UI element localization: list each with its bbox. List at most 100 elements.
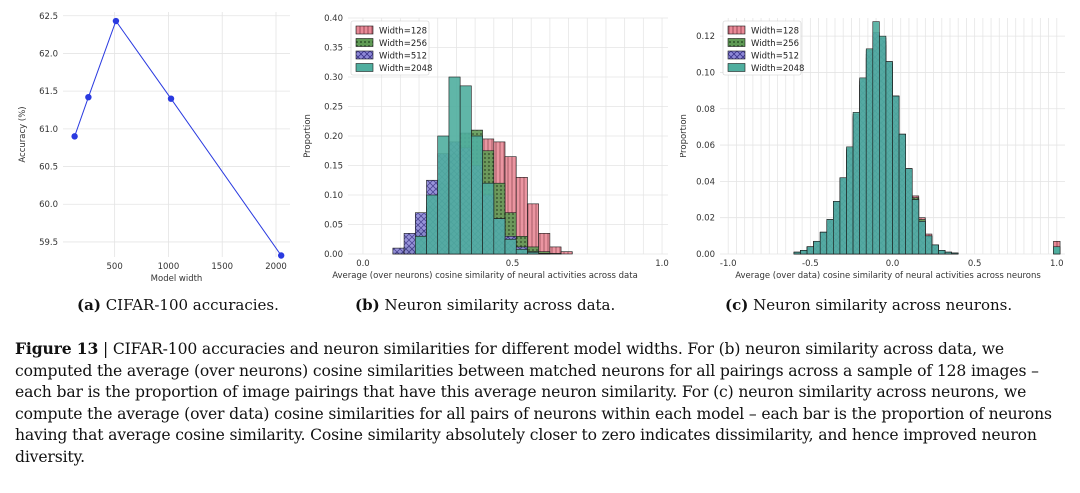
legend: Width=128 Width=256 Width=512 Width=2048: [722, 20, 804, 76]
legend-swatch: [727, 63, 746, 72]
plot-area: [63, 12, 290, 257]
y-tick-label: 0.30: [324, 73, 343, 83]
bar-width-2048: [865, 48, 874, 255]
legend-swatch: [355, 38, 374, 47]
subcaption-c-text: Neuron similarity across neurons.: [753, 296, 1013, 314]
legend-label: Width=256: [751, 39, 799, 49]
x-axis-label: Average (over data) cosine similarity of…: [735, 271, 1041, 281]
y-tick-label: 0.04: [696, 177, 715, 187]
bar-width-2048: [515, 248, 528, 255]
y-tick-label: 0.00: [696, 250, 715, 260]
bar-width-2048: [872, 21, 880, 255]
legend-box: [722, 20, 802, 76]
bar-width-2048: [414, 236, 427, 255]
bar-width-2048: [471, 135, 483, 255]
y-tick-label: 0.05: [324, 221, 343, 231]
similarity-across-data-histogram: 0.00 0.05 0.10 0.15 0.20 0.25 0.30 0.35 0.40 0.0 0…: [295, 0, 680, 290]
accuracy-line-chart: 59.5 60.0 60.5 61.0 61.5 62.0 62.5 500 1000 1500 2…: [0, 0, 300, 290]
legend-swatch: [355, 50, 374, 60]
x-tick-label: 0.5: [506, 259, 520, 269]
x-tick-label: 0.5: [968, 259, 982, 269]
x-tick-label: 1.0: [1050, 259, 1064, 269]
bar-width-2048: [493, 218, 506, 255]
accuracy-point: [277, 252, 285, 259]
bar-width-2048: [448, 76, 461, 255]
bar-width-2048: [859, 77, 867, 255]
legend-label: Width=256: [379, 39, 427, 49]
y-tick-label: 0.06: [696, 141, 715, 151]
bar-width-2048: [918, 221, 926, 255]
bar-width-2048: [819, 231, 828, 255]
x-tick-label: 0.0: [356, 259, 370, 269]
y-tick-label: 0.12: [696, 32, 715, 42]
bar-width-2048: [826, 219, 834, 255]
figure-caption: Figure 13 | CIFAR-100 accuracies and neu…: [15, 338, 1070, 469]
bar-width-2048: [437, 135, 450, 255]
legend-label: Width=512: [751, 52, 799, 62]
x-axis-label: Average (over neurons) cosine similarity…: [332, 271, 638, 281]
y-tick-label: 0.15: [324, 162, 343, 172]
bar-width-2048: [905, 168, 913, 255]
accuracy-chart-svg: 59.5 60.0 60.5 61.0 61.5 62.0 62.5 500 1000 1500 2…: [18, 12, 290, 284]
bar-width-2048: [931, 244, 939, 255]
legend-swatch: [355, 25, 374, 35]
y-tick-label: 62.5: [39, 12, 58, 22]
bar-width-2048: [951, 252, 959, 255]
legend-label: Width=128: [379, 27, 427, 37]
y-tick-label: 0.02: [696, 214, 715, 224]
y-tick-label: 0.10: [696, 68, 715, 78]
subcaption-a-tag: (a): [77, 296, 101, 314]
y-tick-label: 0.10: [324, 191, 343, 201]
bar-width-2048: [800, 250, 808, 255]
bar-width-2048: [898, 133, 906, 255]
similarity-across-neurons-histogram: 0.00 0.02 0.04 0.06 0.08 0.10 0.12 -1.0 -0.5 0.0 0…: [679, 0, 1080, 290]
accuracy-point: [71, 133, 78, 140]
x-tick-label: -0.5: [802, 259, 819, 269]
y-tick-label: 0.25: [324, 103, 343, 113]
bar-width-128: [527, 203, 539, 255]
legend-swatch: [355, 63, 374, 72]
y-axis-label: Proportion: [303, 114, 313, 158]
bar-width-2048: [938, 250, 946, 255]
y-tick-label: 0.35: [324, 44, 343, 54]
subcaption-c: (c) Neuron similarity across neurons.: [725, 296, 1012, 314]
bar-width-256: [549, 253, 562, 255]
x-tick-label: 500: [107, 262, 123, 272]
data-histogram-svg: 0.00 0.05 0.10 0.15 0.20 0.25 0.30 0.35 0.40 0.0 0…: [303, 14, 669, 281]
y-tick-label: 0.00: [324, 250, 343, 260]
legend-swatch: [727, 38, 746, 47]
bar-width-2048: [504, 238, 517, 255]
x-axis-label: Model width: [151, 274, 203, 284]
bar-width-2048: [839, 177, 847, 255]
outlier-bar: [1053, 246, 1061, 255]
y-axis-label: Proportion: [680, 114, 689, 158]
legend-label: Width=128: [751, 27, 799, 37]
figure-caption-text: CIFAR-100 accuracies and neuron similari…: [15, 340, 1052, 466]
accuracy-point: [112, 17, 120, 25]
legend: Width=128 Width=256 Width=512 Width=2048: [350, 20, 432, 76]
bar-width-2048: [806, 246, 814, 255]
figure-caption-separator: |: [98, 340, 113, 358]
bar-width-512: [392, 247, 405, 255]
y-tick-label: 61.0: [39, 125, 58, 135]
subcaption-b: (b) Neuron similarity across data.: [355, 296, 615, 314]
subcaption-b-text: Neuron similarity across data.: [384, 296, 616, 314]
bar-width-2048: [538, 253, 551, 255]
bar-width-2048: [925, 235, 933, 255]
bar-width-2048: [911, 199, 920, 255]
bar-width-2048: [459, 85, 472, 255]
bar-width-2048: [879, 35, 887, 255]
bar-width-2048: [846, 146, 854, 255]
accuracy-point: [167, 95, 175, 102]
subcaption-a: (a) CIFAR-100 accuracies.: [77, 296, 279, 314]
legend-swatch: [727, 25, 746, 35]
bar-width-2048: [426, 194, 439, 255]
bar-width-2048: [892, 95, 900, 255]
legend-label: Width=512: [379, 52, 427, 62]
y-tick-label: 0.40: [324, 14, 343, 24]
bar-width-2048: [793, 251, 801, 255]
y-tick-label: 0.20: [324, 132, 343, 142]
y-axis-label: Accuracy (%): [18, 106, 28, 162]
bar-width-2048: [944, 251, 952, 255]
bar-width-2048: [482, 182, 495, 255]
